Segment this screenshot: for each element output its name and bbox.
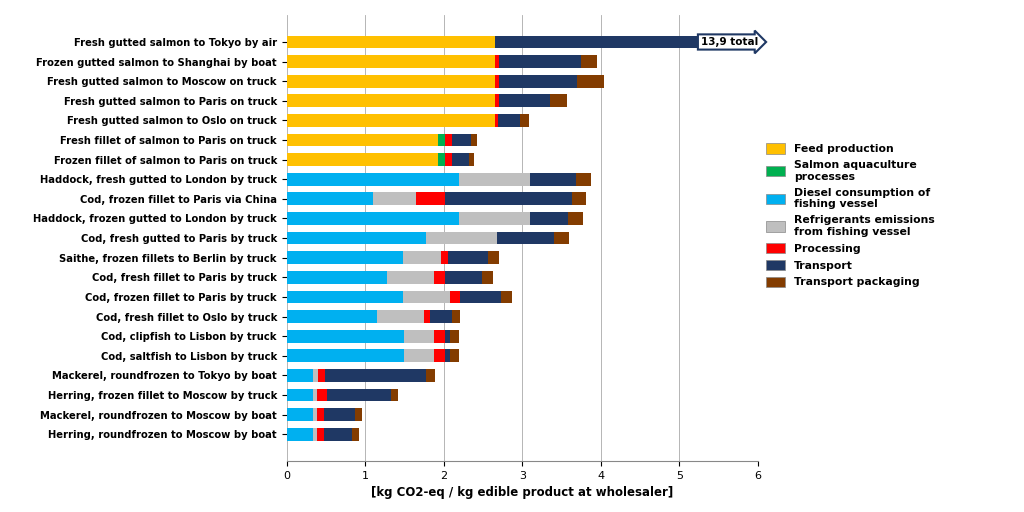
Bar [287, 310, 377, 323]
Bar [450, 290, 460, 303]
Bar [287, 55, 495, 68]
Bar [582, 55, 597, 68]
Bar [391, 389, 398, 401]
Bar [287, 134, 438, 146]
Bar [434, 271, 444, 284]
Bar [316, 428, 324, 440]
Bar [438, 153, 444, 166]
Bar [287, 114, 495, 127]
Bar [499, 55, 582, 68]
Bar [444, 193, 571, 205]
Bar [488, 251, 500, 264]
Bar [497, 232, 554, 244]
Bar [450, 330, 459, 343]
Bar [287, 75, 495, 88]
Bar [495, 75, 499, 88]
Bar [287, 330, 404, 343]
Bar [567, 212, 584, 225]
Bar [444, 271, 482, 284]
Bar [402, 251, 440, 264]
Bar [578, 75, 604, 88]
Bar [434, 349, 444, 362]
Bar [460, 290, 501, 303]
Bar [460, 173, 530, 186]
Bar [324, 428, 352, 440]
Bar [495, 94, 499, 107]
Bar [287, 290, 402, 303]
Bar [318, 369, 326, 382]
Bar [469, 153, 474, 166]
Bar [316, 389, 327, 401]
Bar [452, 310, 460, 323]
Bar [287, 36, 495, 48]
Bar [501, 290, 512, 303]
X-axis label: [kg CO2-eq / kg edible product at wholesaler]: [kg CO2-eq / kg edible product at wholes… [371, 486, 674, 499]
Bar [447, 251, 488, 264]
Bar [471, 134, 477, 146]
Bar [404, 330, 434, 343]
Bar [444, 153, 452, 166]
Bar [287, 428, 312, 440]
Bar [460, 212, 530, 225]
Bar [434, 330, 444, 343]
Bar [530, 173, 575, 186]
Bar [498, 114, 520, 127]
Bar [424, 310, 430, 323]
Bar [554, 232, 569, 244]
Bar [355, 408, 362, 421]
Bar [316, 408, 324, 421]
Bar [312, 428, 316, 440]
Bar [571, 193, 586, 205]
Bar [550, 94, 567, 107]
Bar [326, 369, 426, 382]
Bar [287, 94, 495, 107]
Bar [327, 389, 391, 401]
Text: 13,9 total: 13,9 total [700, 37, 758, 47]
Bar [352, 428, 359, 440]
Bar [287, 389, 312, 401]
Bar [450, 349, 459, 362]
Bar [444, 134, 452, 146]
Bar [426, 232, 497, 244]
Bar [287, 349, 404, 362]
Bar [287, 408, 312, 421]
Bar [499, 75, 578, 88]
Bar [495, 114, 498, 127]
Bar [452, 153, 469, 166]
Bar [444, 349, 450, 362]
Bar [438, 134, 444, 146]
Bar [402, 290, 450, 303]
Bar [287, 193, 373, 205]
Bar [287, 212, 460, 225]
Bar [387, 271, 434, 284]
Bar [287, 232, 426, 244]
Bar [575, 173, 591, 186]
Bar [287, 271, 387, 284]
Bar [426, 369, 435, 382]
Bar [416, 193, 444, 205]
Bar [499, 94, 550, 107]
Bar [530, 212, 567, 225]
Bar [312, 389, 316, 401]
Bar [430, 310, 452, 323]
Bar [495, 55, 499, 68]
Bar [404, 349, 434, 362]
Bar [287, 173, 460, 186]
Bar [312, 408, 316, 421]
Bar [324, 408, 355, 421]
Legend: Feed production, Salmon aquaculture
processes, Diesel consumption of
fishing ves: Feed production, Salmon aquaculture proc… [763, 140, 938, 291]
Bar [287, 251, 402, 264]
Bar [440, 251, 447, 264]
Bar [452, 134, 471, 146]
Bar [312, 369, 318, 382]
Bar [373, 193, 416, 205]
Bar [287, 369, 312, 382]
Bar [287, 153, 438, 166]
Bar [495, 36, 1024, 48]
Bar [482, 271, 494, 284]
Bar [377, 310, 424, 323]
Bar [444, 330, 450, 343]
Bar [520, 114, 529, 127]
